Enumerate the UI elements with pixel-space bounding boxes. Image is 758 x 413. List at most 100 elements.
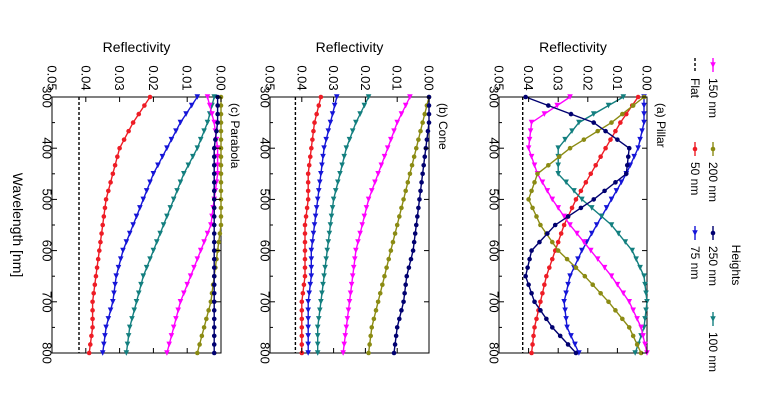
series-75-nm <box>99 94 201 356</box>
data-point <box>211 197 217 202</box>
data-point <box>337 171 343 177</box>
data-point <box>426 103 432 108</box>
data-point <box>317 179 323 186</box>
data-point <box>620 316 625 322</box>
data-point <box>527 256 532 262</box>
data-point <box>218 103 224 108</box>
data-point <box>590 111 597 117</box>
data-point <box>526 136 533 143</box>
data-point <box>349 128 356 134</box>
data-point <box>218 180 224 185</box>
data-point <box>555 162 561 169</box>
data-point <box>386 256 392 262</box>
data-point <box>313 205 320 211</box>
data-point <box>115 264 122 271</box>
data-point <box>314 350 321 356</box>
data-point <box>561 213 567 220</box>
data-point <box>211 180 217 185</box>
data-point <box>305 188 311 194</box>
plot-frame <box>269 96 430 354</box>
y-tick-label: 0.04 <box>521 65 536 90</box>
data-point <box>332 188 339 194</box>
y-axis-title: Reflectivity <box>539 39 607 55</box>
data-point <box>568 111 574 117</box>
data-point <box>197 342 202 347</box>
data-point <box>90 299 95 305</box>
data-point <box>204 316 209 322</box>
data-point <box>126 128 131 134</box>
data-point <box>618 120 623 125</box>
data-point <box>392 231 398 236</box>
data-point <box>531 333 536 339</box>
data-point <box>555 239 561 245</box>
data-point <box>398 111 405 117</box>
data-point <box>528 119 535 126</box>
data-point <box>105 316 112 322</box>
data-point <box>102 205 108 211</box>
data-point <box>211 145 217 151</box>
data-point <box>541 111 548 117</box>
legend-label: 250 nm <box>706 246 720 286</box>
data-point <box>569 205 575 211</box>
data-point <box>643 307 649 314</box>
series-150-nm <box>340 94 413 356</box>
data-point <box>538 308 543 313</box>
data-point <box>147 94 153 100</box>
data-point <box>366 350 371 356</box>
panel-c-parabola: 300 400 500 600 700 800 0.00 0.01 0.02 0.03 0.04 0.… <box>10 39 242 364</box>
data-point <box>408 256 414 262</box>
data-point <box>173 128 179 134</box>
data-point <box>117 145 122 151</box>
data-point <box>549 196 556 203</box>
data-point <box>211 248 217 253</box>
y-axis-title: Reflectivity <box>103 39 171 55</box>
data-point <box>545 231 550 236</box>
plot-frame <box>51 96 222 354</box>
data-point <box>593 222 600 228</box>
data-point <box>308 264 315 271</box>
data-point <box>112 281 118 288</box>
data-point <box>573 350 579 356</box>
data-point <box>181 290 187 297</box>
data-point <box>529 248 534 253</box>
data-point <box>588 230 595 237</box>
data-point <box>555 248 561 253</box>
data-point <box>595 128 600 134</box>
data-point <box>367 342 372 347</box>
data-point <box>601 264 608 271</box>
data-point <box>117 256 124 262</box>
data-point <box>302 239 308 245</box>
x-tick-label: 800 <box>40 342 55 364</box>
data-point <box>561 299 567 305</box>
data-point <box>90 308 95 313</box>
data-point <box>643 290 649 297</box>
data-point <box>344 316 351 322</box>
data-point <box>412 231 418 236</box>
data-point <box>630 103 636 108</box>
data-point <box>527 128 534 134</box>
data-point <box>388 136 394 143</box>
data-point <box>302 231 308 236</box>
data-point <box>305 307 311 314</box>
legend-label: 50 nm <box>688 162 702 195</box>
data-point <box>218 128 224 134</box>
data-point <box>375 299 381 305</box>
data-point <box>211 188 217 194</box>
data-point <box>347 290 354 297</box>
data-point <box>160 222 167 228</box>
data-point <box>420 171 425 177</box>
data-point <box>355 239 361 245</box>
data-point <box>350 264 357 271</box>
data-point <box>552 222 558 228</box>
data-point <box>213 137 218 142</box>
data-point <box>540 290 545 296</box>
series-line-50-nm <box>88 96 151 354</box>
data-point <box>394 325 400 330</box>
data-point <box>380 282 385 288</box>
legend-item-250-nm: 250 nm <box>706 226 720 286</box>
data-point <box>391 350 397 356</box>
series-150-nm <box>164 94 221 356</box>
legend-label: 150 nm <box>706 78 720 118</box>
data-point <box>630 307 636 314</box>
y-tick-label: 0.05 <box>45 65 60 90</box>
